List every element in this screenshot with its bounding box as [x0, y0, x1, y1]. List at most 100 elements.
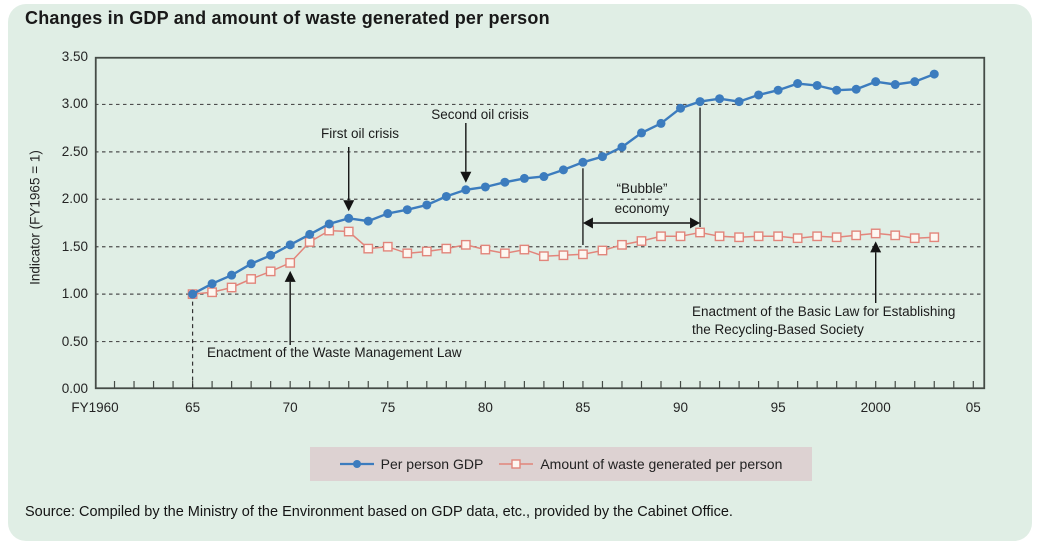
first-oil-crisis-arrow-head: [343, 200, 355, 212]
gdp-point: [480, 182, 490, 192]
x-axis-tick-label: 2000: [860, 400, 891, 415]
x-axis-tick-label: FY1960: [71, 400, 119, 415]
gdp-point: [617, 142, 627, 152]
source-note: Source: Compiled by the Ministry of the …: [25, 504, 733, 520]
waste-point: [792, 233, 803, 244]
waste-point: [363, 243, 374, 254]
series-line-gdp: [192, 72, 935, 296]
waste-point: [909, 233, 920, 244]
waste-point: [343, 226, 354, 237]
y-axis-tick-label: 0.00: [61, 381, 88, 396]
annotation-second-oil-crisis: Second oil crisis: [431, 107, 529, 122]
gdp-point: [519, 173, 529, 183]
bubble-arrow-right-head: [690, 217, 701, 229]
waste-point: [402, 248, 413, 259]
gdp-point: [656, 118, 666, 128]
legend-label-waste: Amount of waste generated per person: [540, 456, 783, 472]
y-axis-tick-label: 2.00: [61, 191, 88, 207]
annotation-waste-management-law: Enactment of the Waste Management Law: [207, 345, 462, 360]
series-line-waste: [192, 229, 935, 295]
waste-point: [831, 232, 842, 243]
waste-law-arrow-head: [284, 270, 296, 282]
chart-title: Changes in GDP and amount of waste gener…: [25, 8, 550, 28]
y-axis-tick-label: 0.50: [61, 333, 88, 349]
x-axis-tick-label: 65: [185, 400, 201, 415]
waste-line-marker-icon: [499, 459, 534, 469]
gdp-point: [441, 191, 451, 201]
gdp-point: [207, 279, 217, 289]
waste-point: [480, 244, 491, 255]
recycling-law-arrow-head: [870, 241, 882, 253]
waste-point: [265, 266, 276, 277]
gdp-point: [324, 219, 334, 229]
plot-border: [94, 56, 986, 390]
gdp-point: [578, 157, 588, 167]
waste-point: [890, 230, 901, 241]
gdp-point: [734, 97, 744, 107]
gdp-point: [363, 216, 373, 226]
gdp-point: [246, 259, 256, 269]
waste-point: [636, 236, 647, 246]
y-axis-tick-label: 2.50: [61, 143, 88, 159]
gdp-point: [695, 97, 705, 107]
gdp-point: [676, 103, 686, 113]
x-axis-tick-label: 05: [965, 400, 981, 415]
gdp-point: [793, 79, 803, 89]
waste-point: [695, 227, 705, 238]
legend-item-waste: Amount of waste generated per person: [499, 456, 782, 472]
waste-point: [382, 241, 393, 252]
waste-point: [714, 231, 725, 242]
gdp-point: [812, 80, 822, 90]
gdp-point: [500, 177, 510, 187]
waste-point: [441, 243, 452, 254]
gdp-point: [402, 205, 412, 215]
gdp-point: [929, 69, 939, 79]
waste-point: [558, 250, 569, 261]
waste-point: [207, 287, 218, 298]
waste-point: [246, 274, 257, 284]
gdp-point: [227, 270, 237, 280]
gdp-point: [305, 229, 315, 239]
gdp-point: [851, 84, 861, 94]
gdp-point: [754, 90, 764, 100]
gdp-point: [344, 213, 354, 223]
gdp-point: [383, 209, 393, 219]
annotation-first-oil-crisis: First oil crisis: [321, 126, 399, 141]
y-axis-tick-label: 3.50: [61, 49, 88, 64]
waste-point: [597, 245, 608, 256]
gdp-point: [188, 289, 198, 299]
legend: Per person GDP Amount of waste generated…: [310, 447, 812, 481]
y-axis-tick-label: 1.00: [61, 286, 88, 302]
y-axis-tick-label: 1.50: [61, 238, 88, 254]
x-axis-tick-label: 90: [673, 400, 689, 415]
waste-point: [460, 239, 471, 250]
waste-point: [870, 228, 881, 239]
gdp-point: [285, 240, 295, 250]
legend-item-gdp: Per person GDP: [339, 456, 484, 472]
gdp-point: [910, 77, 920, 87]
waste-point: [812, 231, 823, 242]
legend-label-gdp: Per person GDP: [380, 456, 484, 472]
annotation-bubble-economy: “Bubble” economy: [614, 181, 670, 216]
waste-point: [304, 237, 315, 247]
second-oil-crisis-arrow-head: [460, 171, 472, 183]
waste-point: [519, 244, 530, 255]
waste-point: [226, 282, 237, 293]
gdp-point: [266, 250, 276, 260]
waste-point: [773, 231, 784, 242]
x-axis-tick-label: 75: [380, 400, 396, 415]
waste-point: [675, 231, 686, 242]
waste-point: [539, 251, 549, 262]
waste-point: [578, 249, 588, 260]
x-axis-tick-label: 70: [282, 400, 298, 415]
gdp-point: [597, 152, 607, 162]
waste-point: [499, 248, 510, 259]
plot-area: [94, 56, 986, 390]
waste-point: [656, 231, 666, 242]
waste-point: [421, 246, 432, 257]
gdp-point: [558, 165, 568, 175]
gdp-point: [636, 128, 646, 138]
gdp-point: [461, 185, 471, 195]
gdp-point: [890, 80, 900, 90]
gdp-line-marker-icon: [339, 460, 374, 468]
